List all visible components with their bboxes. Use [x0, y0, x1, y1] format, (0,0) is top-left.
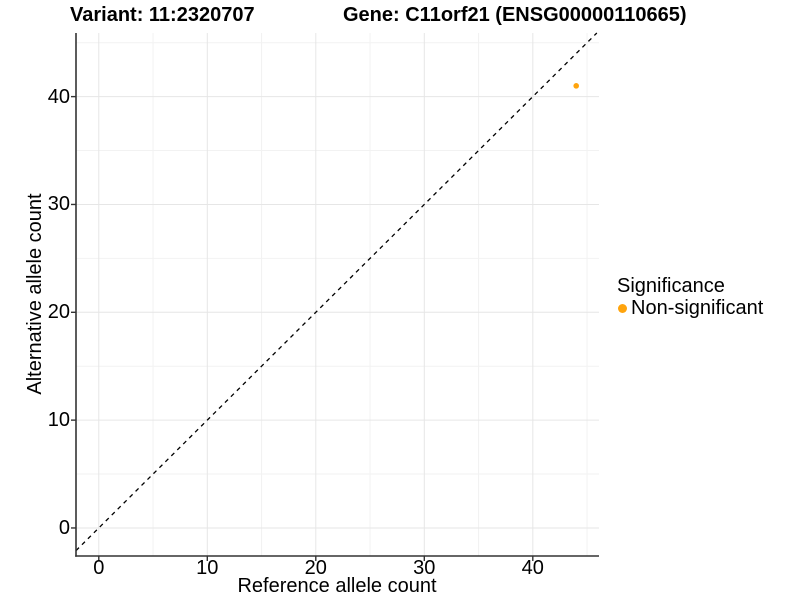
y-tick-label-40: 40 [47, 85, 70, 108]
legend-point-icon [618, 303, 627, 313]
legend-title: Significance [617, 275, 725, 297]
x-tick-label-0: 0 [93, 557, 105, 579]
legend-item-non-significant: Non-significant [618, 298, 763, 318]
x-axis-label: Reference allele count [237, 575, 437, 597]
y-axis-label: Alternative allele count [24, 193, 46, 395]
x-tick-label-40: 40 [521, 557, 544, 579]
x-tick-label-20: 20 [304, 557, 327, 579]
identity-line [75, 32, 598, 552]
y-tick-label-20: 20 [47, 301, 70, 324]
variant-title: Variant: 11:2320707 [70, 4, 255, 26]
gene-title: Gene: C11orf21 (ENSG00000110665) [343, 4, 687, 26]
legend: Significance Non-significant [617, 276, 763, 318]
y-tick-label-30: 30 [47, 193, 70, 216]
data-point [573, 83, 580, 89]
y-tick-label-10: 10 [47, 409, 70, 432]
y-tick-label-0: 0 [58, 516, 70, 539]
legend-item-label: Non-significant [631, 297, 764, 319]
x-tick-label-10: 10 [196, 557, 219, 579]
x-tick-label-30: 30 [413, 557, 436, 579]
